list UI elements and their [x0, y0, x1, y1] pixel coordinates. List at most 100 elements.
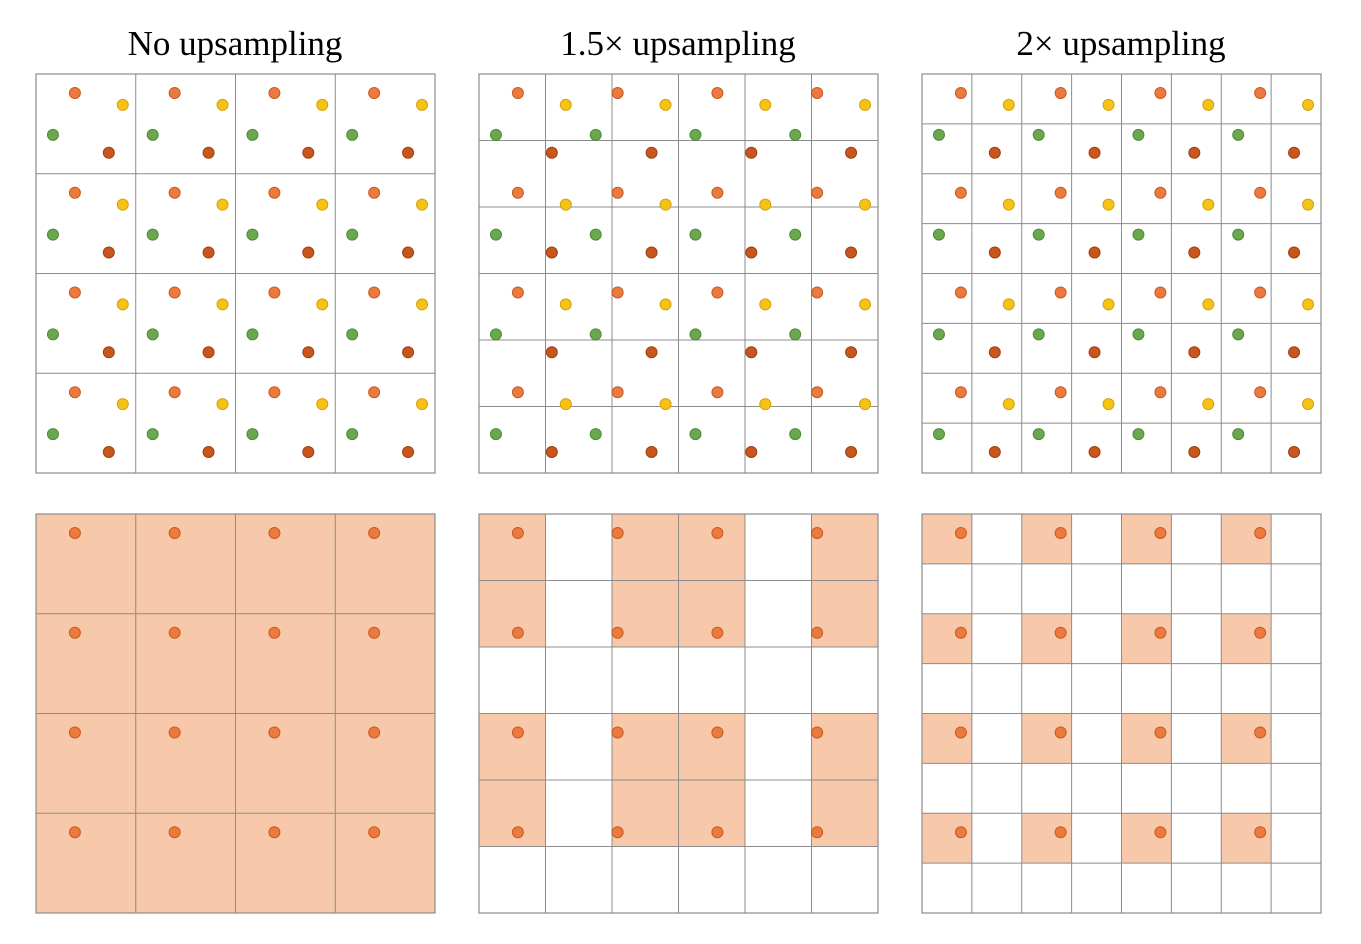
top-orange-point — [368, 286, 381, 299]
top-green-point — [1232, 128, 1245, 141]
top-yellow-point — [1202, 98, 1215, 111]
top-green-point — [589, 328, 602, 341]
top-yellow-point — [559, 198, 572, 211]
highlighted-cell — [479, 514, 546, 581]
top-yellow-point — [116, 298, 129, 311]
highlighted-cell — [612, 514, 679, 581]
top-rust-point — [1188, 146, 1201, 159]
top-yellow-point — [1002, 298, 1015, 311]
highlighted-cell — [335, 514, 435, 614]
top-rust-point — [845, 146, 858, 159]
top-green-point — [689, 128, 702, 141]
top-yellow-point — [559, 98, 572, 111]
top-green-point — [489, 128, 502, 141]
top-green-point — [932, 428, 945, 441]
top-orange-point — [511, 186, 524, 199]
top-yellow-point — [1302, 198, 1315, 211]
top-green-point — [789, 328, 802, 341]
top-yellow-point — [559, 398, 572, 411]
top-yellow-point — [559, 298, 572, 311]
highlighted-cell — [479, 780, 546, 847]
top-green-point — [1132, 128, 1145, 141]
highlighted-cell — [335, 813, 435, 913]
top-rust-point — [402, 446, 415, 459]
highlighted-cell — [235, 613, 336, 714]
top-orange-point — [268, 386, 281, 399]
top-rust-point — [1088, 446, 1101, 459]
top-yellow-point — [1202, 198, 1215, 211]
top-yellow-point — [759, 198, 772, 211]
top-yellow-point — [859, 298, 872, 311]
bottom-orange-point — [1254, 526, 1267, 539]
top-green-point — [146, 328, 159, 341]
highlighted-cell — [1021, 613, 1072, 664]
titles: No upsampling 1.5× upsampling 2× upsampl… — [128, 24, 1226, 63]
top-orange-point — [268, 186, 281, 199]
top-green-point — [1032, 328, 1045, 341]
bottom-orange-point — [1154, 526, 1167, 539]
highlighted-cell — [135, 613, 236, 714]
top-orange-point — [1254, 386, 1267, 399]
highlighted-cell — [1121, 813, 1172, 864]
top-rust-point — [545, 446, 558, 459]
top-rust-point — [1288, 246, 1301, 259]
highlighted-cell — [811, 713, 878, 780]
top-yellow-point — [416, 198, 429, 211]
bottom-orange-point — [711, 726, 724, 739]
top-yellow-point — [1102, 198, 1115, 211]
top-green-point — [1132, 328, 1145, 341]
top-orange-point — [1254, 86, 1267, 99]
top-yellow-point — [1002, 198, 1015, 211]
top-orange-point — [268, 286, 281, 299]
bottom-orange-point — [68, 626, 81, 639]
top-yellow-point — [416, 98, 429, 111]
top-orange-point — [368, 86, 381, 99]
top-orange-point — [68, 386, 81, 399]
top-yellow-point — [1302, 98, 1315, 111]
top-rust-point — [988, 446, 1001, 459]
top-yellow-point — [116, 198, 129, 211]
bottom-orange-point — [1154, 826, 1167, 839]
top-grid-frame — [35, 73, 436, 474]
top-green-point — [789, 128, 802, 141]
top-yellow-point — [216, 398, 229, 411]
top-green-point — [46, 328, 59, 341]
top-yellow-point — [416, 398, 429, 411]
bottom-orange-point — [1254, 726, 1267, 739]
bottom-grid-frame — [478, 513, 879, 914]
top-yellow-point — [316, 398, 329, 411]
bottom-orange-point — [1054, 826, 1067, 839]
highlighted-cell — [1221, 613, 1272, 664]
top-orange-point — [611, 186, 624, 199]
top-yellow-point — [416, 298, 429, 311]
top-green-point — [146, 228, 159, 241]
top-green-point — [932, 228, 945, 241]
top-green-point — [1032, 428, 1045, 441]
top-rust-point — [302, 246, 315, 259]
bottom-orange-point — [168, 626, 181, 639]
top-orange-point — [1154, 186, 1167, 199]
highlighted-cell — [36, 713, 136, 814]
top-yellow-point — [316, 198, 329, 211]
top-yellow-point — [659, 398, 672, 411]
top-green-point — [1232, 228, 1245, 241]
highlighted-cell — [1121, 514, 1172, 564]
top-rust-point — [1288, 446, 1301, 459]
panel-title-no-upsampling: No upsampling — [128, 24, 343, 63]
top-rust-point — [102, 446, 115, 459]
bottom-orange-point — [811, 626, 824, 639]
top-orange-point — [1054, 186, 1067, 199]
bottom-orange-point — [611, 726, 624, 739]
highlighted-cell — [1221, 713, 1272, 764]
panel-title-2x-upsampling: 2× upsampling — [1016, 24, 1225, 63]
top-rust-point — [202, 146, 215, 159]
bottom-orange-point — [954, 826, 967, 839]
top-rust-point — [102, 246, 115, 259]
top-orange-point — [1054, 386, 1067, 399]
top-green-point — [246, 128, 259, 141]
top-orange-point — [711, 286, 724, 299]
top-orange-point — [954, 386, 967, 399]
top-rust-point — [1288, 346, 1301, 359]
bottom-orange-point — [368, 826, 381, 839]
top-orange-point — [1154, 386, 1167, 399]
